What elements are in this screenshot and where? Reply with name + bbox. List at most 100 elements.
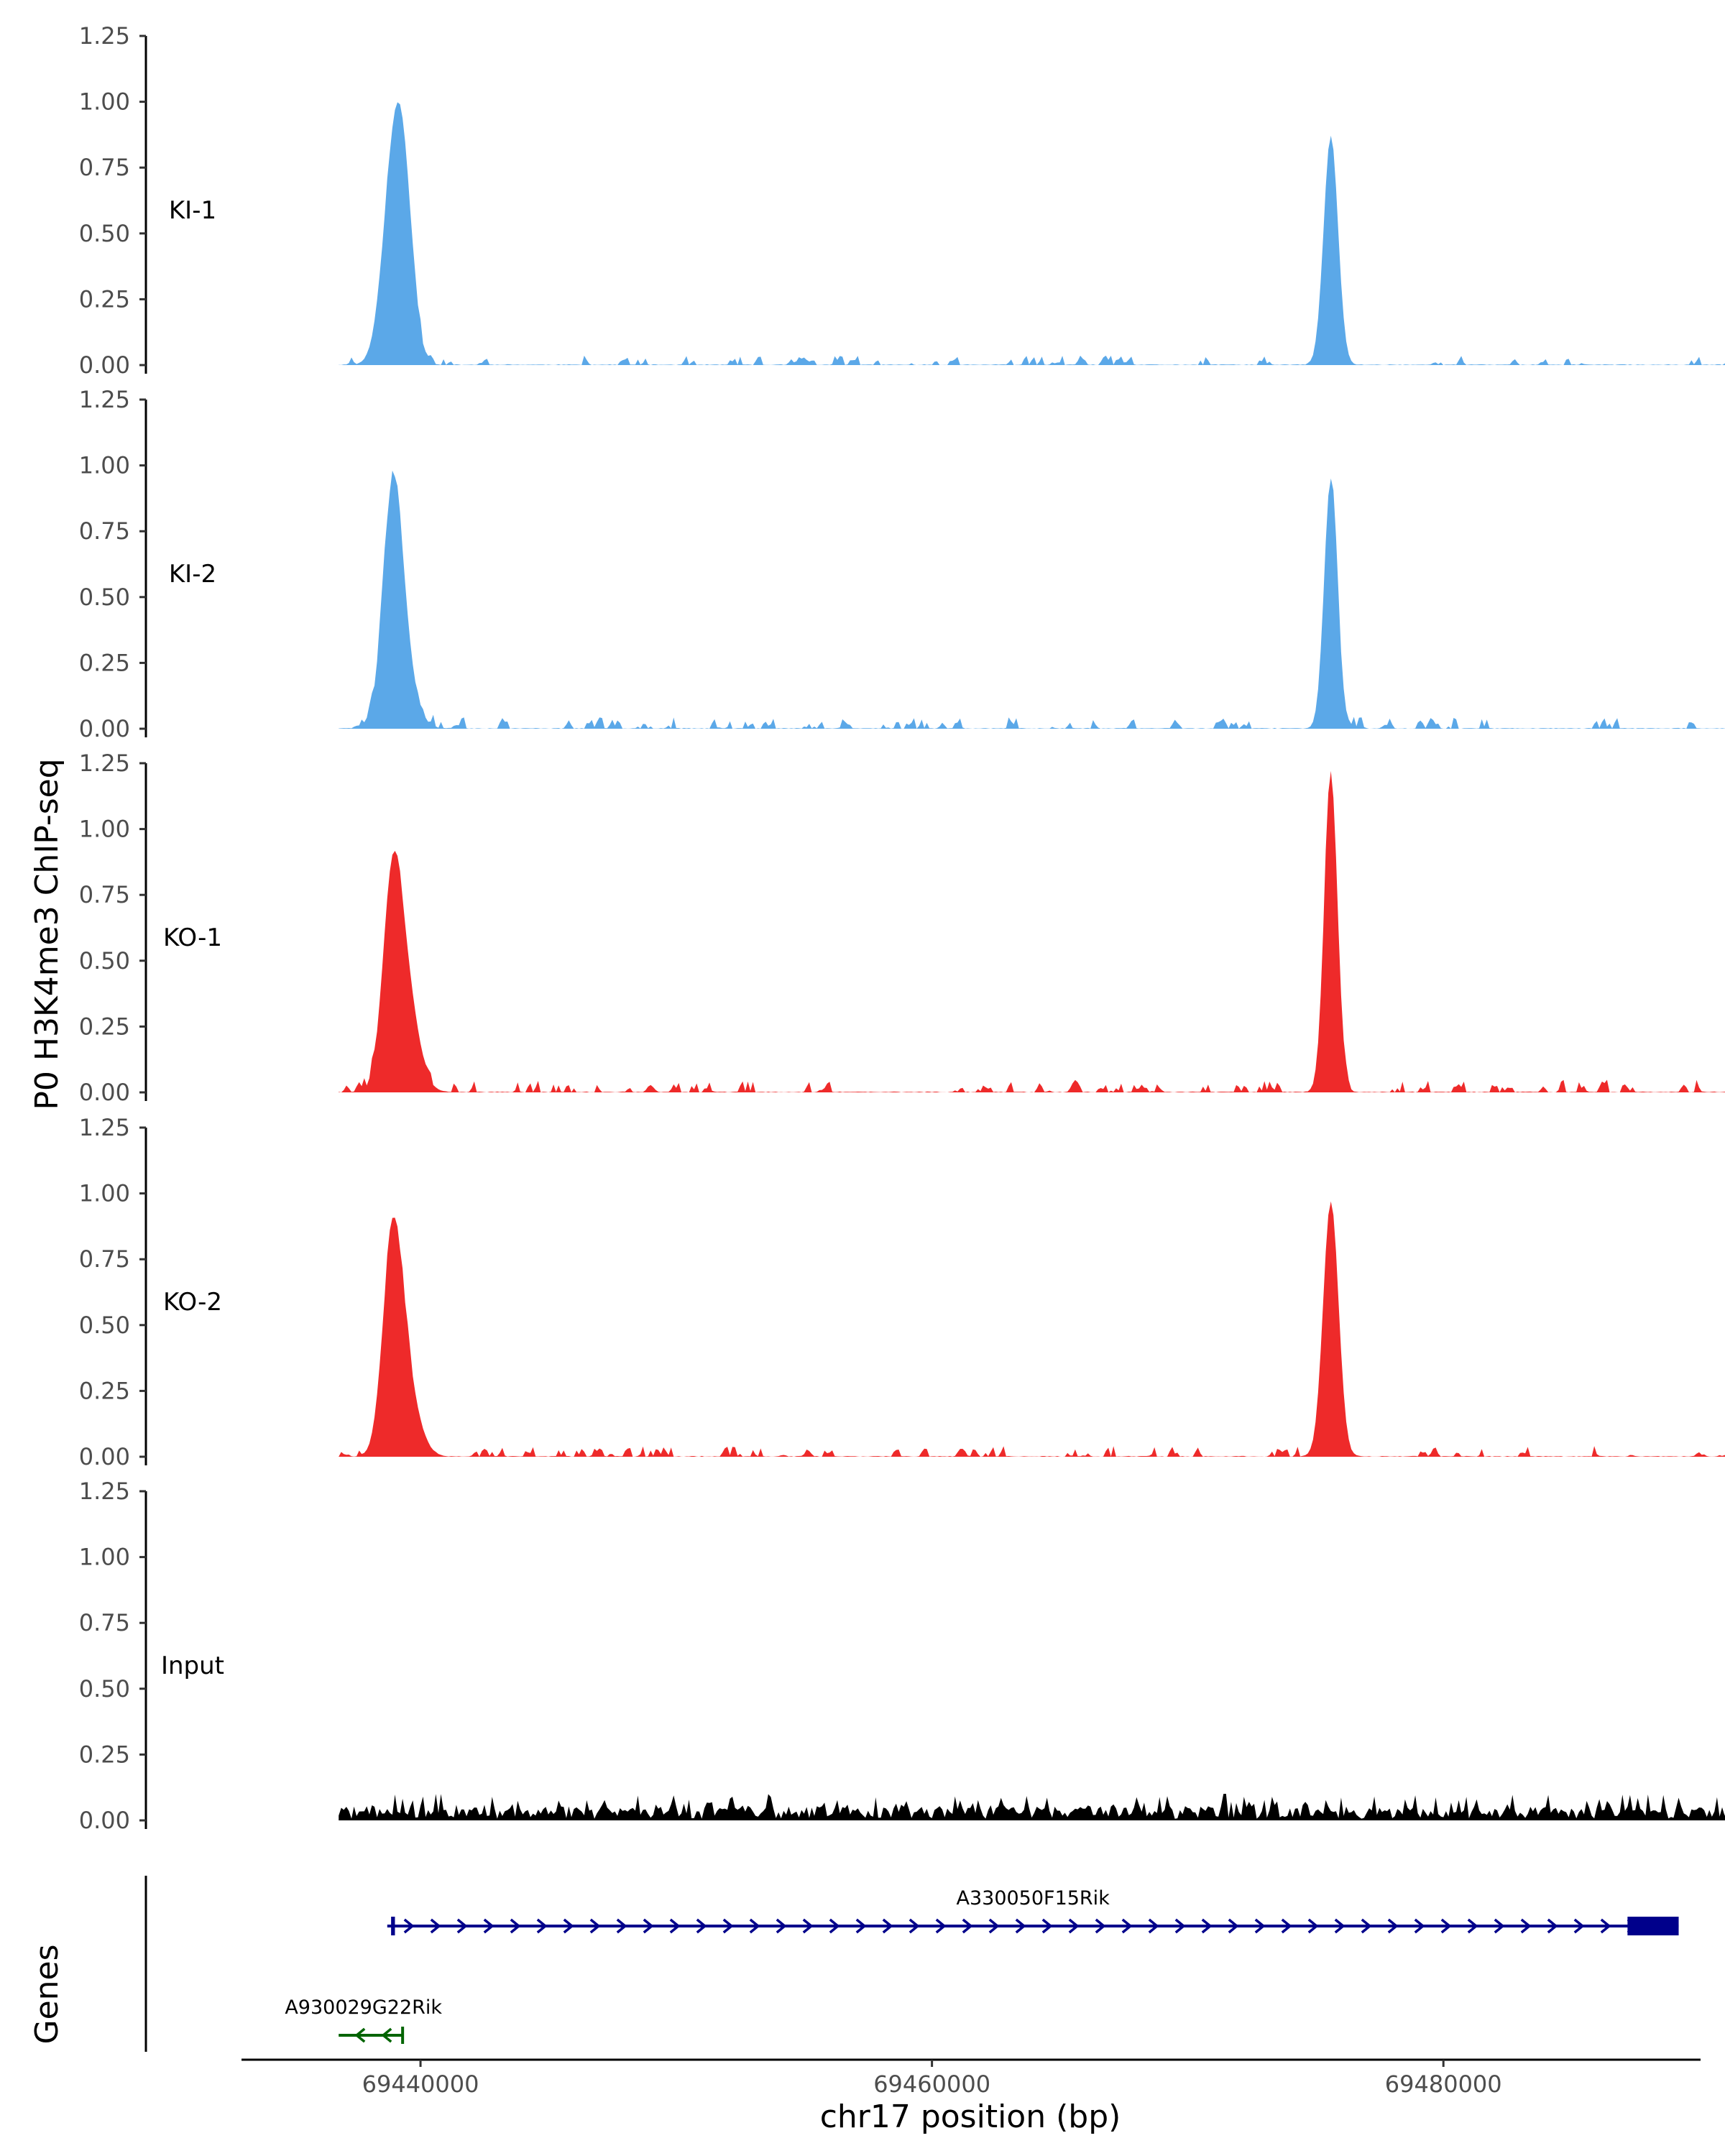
strand-arrow [1494, 1918, 1505, 1934]
y-tick-label: 0.00 [79, 1807, 130, 1834]
exon-block [391, 1917, 395, 1935]
gene-name-label: A330050F15Rik [957, 1887, 1110, 1909]
strand-arrow [962, 1918, 973, 1934]
y-tick-label: 0.50 [79, 947, 130, 975]
x-tick-label: 69440000 [362, 2070, 479, 2098]
signal-area [339, 770, 1725, 1092]
strand-arrow [696, 1918, 707, 1934]
track-label: KO-1 [163, 923, 222, 952]
strand-arrow [483, 1918, 494, 1934]
y-tick-label: 1.00 [79, 88, 130, 116]
y-tick-label: 1.00 [79, 1544, 130, 1571]
track-label: Input [161, 1651, 224, 1680]
y-tick-label: 1.00 [79, 452, 130, 479]
y-tick-label: 1.00 [79, 816, 130, 843]
strand-arrow [1440, 1918, 1452, 1934]
strand-arrow [1547, 1918, 1558, 1934]
strand-arrow [1387, 1918, 1399, 1934]
x-tick-label: 69480000 [1385, 2070, 1502, 2098]
y-tick-label: 1.25 [79, 750, 130, 777]
strand-arrow [935, 1918, 947, 1934]
strand-arrow [563, 1918, 574, 1934]
strand-arrow [1015, 1918, 1026, 1934]
y-tick-label: 0.75 [79, 881, 130, 908]
strand-arrow [1520, 1918, 1532, 1934]
y-tick-label: 1.25 [79, 1478, 130, 1505]
y-tick-label: 0.50 [79, 584, 130, 611]
strand-arrow [616, 1918, 627, 1934]
track-label: KI-2 [169, 560, 216, 589]
genes-layer: A330050F15Rik A930029G22Rik [144, 1876, 1679, 2052]
y-tick-label: 0.75 [79, 517, 130, 545]
strand-arrow [403, 1918, 415, 1934]
strand-arrow [589, 1918, 601, 1934]
y-tick-label: 0.75 [79, 1609, 130, 1636]
y-tick-label: 0.25 [79, 1013, 130, 1040]
y-tick-label: 0.00 [79, 715, 130, 742]
y-tick-label: 0.25 [79, 285, 130, 313]
y-tick-label: 0.50 [79, 1675, 130, 1703]
strand-arrow [456, 1918, 468, 1934]
strand-arrow [722, 1918, 734, 1934]
strand-arrow [1254, 1918, 1266, 1934]
strand-arrow [510, 1918, 521, 1934]
tracks-layer: 0.00 0.25 0.50 0.75 1.00 1.25 KI-1 0.00 0.25 0.50… [79, 22, 1725, 1834]
strand-arrow [988, 1918, 1000, 1934]
strand-arrow [643, 1918, 654, 1934]
exon-block [1627, 1917, 1679, 1935]
strand-arrow [354, 2027, 366, 2043]
y-tick-label: 1.00 [79, 1180, 130, 1207]
y-tick-label: 0.00 [79, 1443, 130, 1470]
track-label: KO-2 [163, 1288, 222, 1317]
strand-arrow [1573, 1918, 1585, 1934]
genes-axis-title: Genes [29, 1944, 65, 2044]
strand-arrow [1148, 1918, 1159, 1934]
gene-a330050f15rik: A330050F15Rik [387, 1887, 1679, 1935]
y-tick-label: 0.00 [79, 1079, 130, 1106]
gene-name-label: A930029G22Rik [285, 1996, 442, 2019]
strand-arrow [1174, 1918, 1186, 1934]
y-tick-label: 0.75 [79, 1245, 130, 1273]
strand-arrow [1307, 1918, 1319, 1934]
x-axis: 69440000 69460000 69480000 [242, 2058, 1701, 2098]
track-input: 0.00 0.25 0.50 0.75 1.00 1.25 Input [79, 1478, 1725, 1834]
y-tick-label: 0.25 [79, 1741, 130, 1768]
track-label: KI-1 [169, 196, 216, 225]
strand-arrow [381, 2027, 392, 2043]
x-tick-label: 69460000 [873, 2070, 990, 2098]
strand-arrow [1121, 1918, 1133, 1934]
strand-arrow [829, 1918, 840, 1934]
strand-arrow [855, 1918, 867, 1934]
y-tick-label: 0.50 [79, 1312, 130, 1339]
signal-area [339, 102, 1725, 365]
strand-arrow [430, 1918, 441, 1934]
strand-arrow [776, 1918, 787, 1934]
strand-arrow [1041, 1918, 1053, 1934]
strand-arrow [749, 1918, 760, 1934]
strand-arrow [802, 1918, 814, 1934]
strand-arrow [669, 1918, 681, 1934]
strand-arrow [1361, 1918, 1372, 1934]
strand-arrow [1095, 1918, 1106, 1934]
y-tick-label: 0.50 [79, 220, 130, 247]
signal-area [339, 1794, 1725, 1820]
strand-arrow [536, 1918, 548, 1934]
track-ko-1: 0.00 0.25 0.50 0.75 1.00 1.25 KO-1 [79, 750, 1725, 1106]
y-tick-label: 1.25 [79, 386, 130, 413]
strand-arrow [1228, 1918, 1239, 1934]
strand-arrow [1334, 1918, 1346, 1934]
y-tick-label: 0.25 [79, 649, 130, 676]
y-tick-label: 0.25 [79, 1377, 130, 1404]
strand-arrow [1201, 1918, 1213, 1934]
strand-arrow [908, 1918, 920, 1934]
strand-arrow [1068, 1918, 1080, 1934]
y-tick-label: 0.75 [79, 154, 130, 181]
y-tick-label: 1.25 [79, 22, 130, 50]
track-ki-2: 0.00 0.25 0.50 0.75 1.00 1.25 KI-2 [79, 386, 1725, 742]
signal-area [339, 1201, 1725, 1457]
track-ki-1: 0.00 0.25 0.50 0.75 1.00 1.25 KI-1 [79, 22, 1725, 379]
track-ko-2: 0.00 0.25 0.50 0.75 1.00 1.25 KO-2 [79, 1114, 1725, 1470]
gene-a930029g22rik: A930029G22Rik [285, 1996, 442, 2044]
strand-arrow [882, 1918, 893, 1934]
